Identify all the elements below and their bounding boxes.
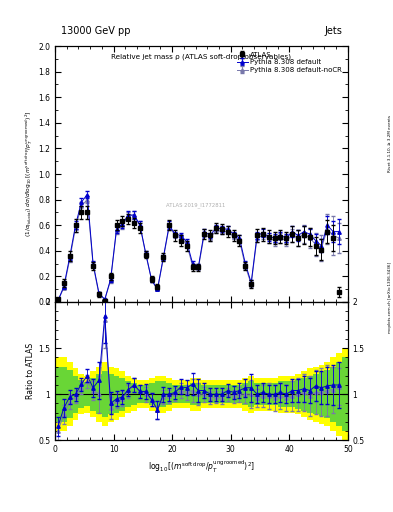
Text: Rivet 3.1.10, ≥ 3.2M events: Rivet 3.1.10, ≥ 3.2M events [388,115,392,172]
Text: ATLAS 2019_I1772811: ATLAS 2019_I1772811 [166,202,225,207]
Legend: ATLAS, Pythia 8.308 default, Pythia 8.308 default-noCR: ATLAS, Pythia 8.308 default, Pythia 8.30… [235,50,344,75]
Text: Relative jet mass ρ (ATLAS soft-drop observables): Relative jet mass ρ (ATLAS soft-drop obs… [111,54,292,60]
X-axis label: $\log_{10}[(m^{\mathrm{soft\,drop}}/p_T^{\mathrm{ungroomed}})^2]$: $\log_{10}[(m^{\mathrm{soft\,drop}}/p_T^… [148,458,255,475]
Text: 13000 GeV pp: 13000 GeV pp [61,26,130,36]
Text: Jets: Jets [324,26,342,36]
Y-axis label: $(1/\sigma_{\mathrm{fiducial}})$ $d\sigma/d\log_{10}[(m^{\mathrm{soft\,drop}}/p_: $(1/\sigma_{\mathrm{fiducial}})$ $d\sigm… [24,111,35,238]
Y-axis label: Ratio to ATLAS: Ratio to ATLAS [26,343,35,399]
Text: mcplots.cern.ch [arXiv:1306.3436]: mcplots.cern.ch [arXiv:1306.3436] [388,262,392,332]
